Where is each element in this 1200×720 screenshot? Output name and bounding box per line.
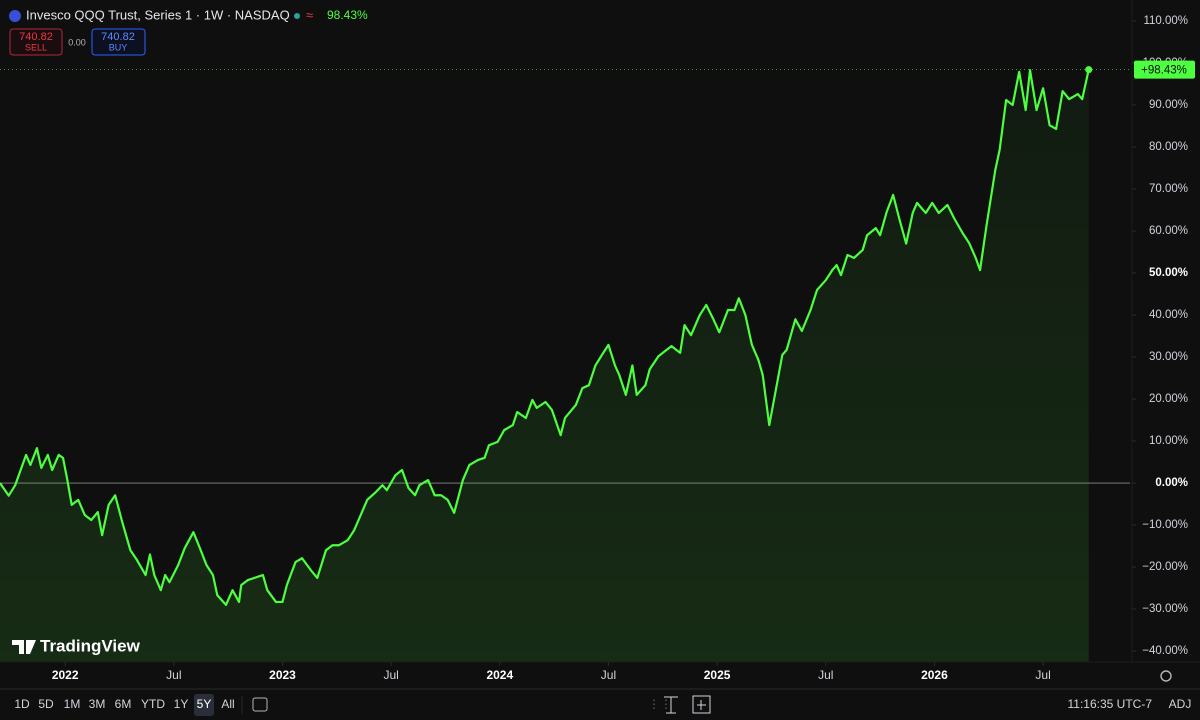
y-tick-label: −40.00% [1142, 645, 1188, 657]
brand-name: TradingView [40, 636, 141, 655]
range-button[interactable]: YTD [141, 697, 165, 711]
range-button[interactable]: 1Y [174, 697, 189, 711]
y-tick-label: 110.00% [1143, 15, 1188, 27]
range-button[interactable]: 3M [89, 697, 106, 711]
range-button[interactable]: 1D [14, 697, 30, 711]
plot-area [0, 66, 1130, 662]
y-tick-label: 70.00% [1149, 183, 1188, 195]
x-tick-label: 2024 [486, 668, 513, 682]
brand-logo [12, 640, 36, 654]
text-tool-icon[interactable] [664, 696, 678, 714]
x-tick-label: Jul [166, 668, 181, 682]
last-value-badge [1134, 60, 1195, 79]
x-tick-label: 2026 [921, 668, 948, 682]
x-tick-label: 2022 [52, 668, 79, 682]
clock: 11:16:35 UTC-7 [1068, 697, 1153, 711]
change-label: 98.43% [327, 8, 368, 22]
date-range-icon[interactable] [252, 697, 268, 712]
y-tick-label: −10.00% [1142, 519, 1188, 531]
range-button[interactable]: 1M [64, 697, 81, 711]
y-tick-label: 20.00% [1149, 393, 1188, 405]
range-button[interactable]: All [221, 697, 234, 711]
status-icon: ≈ [306, 7, 313, 22]
y-tick-label: 90.00% [1149, 99, 1188, 111]
range-button[interactable]: 5D [38, 697, 54, 711]
x-tick-label: Jul [601, 668, 616, 682]
sell-price[interactable]: 740.82 [19, 31, 53, 43]
x-tick-label: Jul [1035, 668, 1050, 682]
adj-toggle[interactable]: ADJ [1169, 697, 1192, 711]
symbol-icon [9, 10, 21, 22]
y-tick-label: 30.00% [1149, 351, 1188, 363]
measure-tool-icon[interactable] [692, 695, 711, 714]
status-dot [294, 13, 300, 19]
price-line [0, 69, 1090, 606]
settings-icon[interactable] [1160, 670, 1172, 682]
sell-label[interactable]: SELL [25, 42, 47, 52]
y-tick-label: 80.00% [1149, 141, 1188, 153]
drag-handle: ⋮⋮ [648, 697, 672, 711]
buy-button[interactable] [91, 28, 146, 56]
area-fill [0, 69, 1089, 662]
x-tick-label: 2025 [704, 668, 731, 682]
y-tick-label: 10.00% [1149, 435, 1188, 447]
range-button[interactable]: 5Y [197, 697, 212, 711]
measure-tool-cross [697, 700, 706, 710]
last-value-label: +98.43% [1141, 65, 1187, 77]
x-tick-label: Jul [818, 668, 833, 682]
y-tick-label: 40.00% [1149, 309, 1188, 321]
active-range-bg [194, 694, 214, 716]
y-tick-label: −30.00% [1142, 603, 1188, 615]
buy-label[interactable]: BUY [109, 42, 128, 52]
y-tick-label: 60.00% [1149, 225, 1188, 237]
spread: 0.00 [68, 37, 86, 47]
y-tick-label: 50.00% [1149, 267, 1188, 279]
buy-price[interactable]: 740.82 [101, 31, 135, 43]
x-tick-label: 2023 [269, 668, 296, 682]
y-tick-label: −20.00% [1142, 561, 1188, 573]
range-buttons: 1D 5D 1M 3M 6M YTD 1Y 5Y All [14, 697, 234, 711]
last-point [1085, 66, 1093, 74]
sell-button[interactable] [9, 28, 63, 56]
symbol-title[interactable]: Invesco QQQ Trust, Series 1 · 1W · NASDA… [26, 7, 290, 22]
y-tick-label: 0.00% [1155, 477, 1188, 489]
x-tick-label: Jul [383, 668, 398, 682]
range-button[interactable]: 6M [115, 697, 132, 711]
